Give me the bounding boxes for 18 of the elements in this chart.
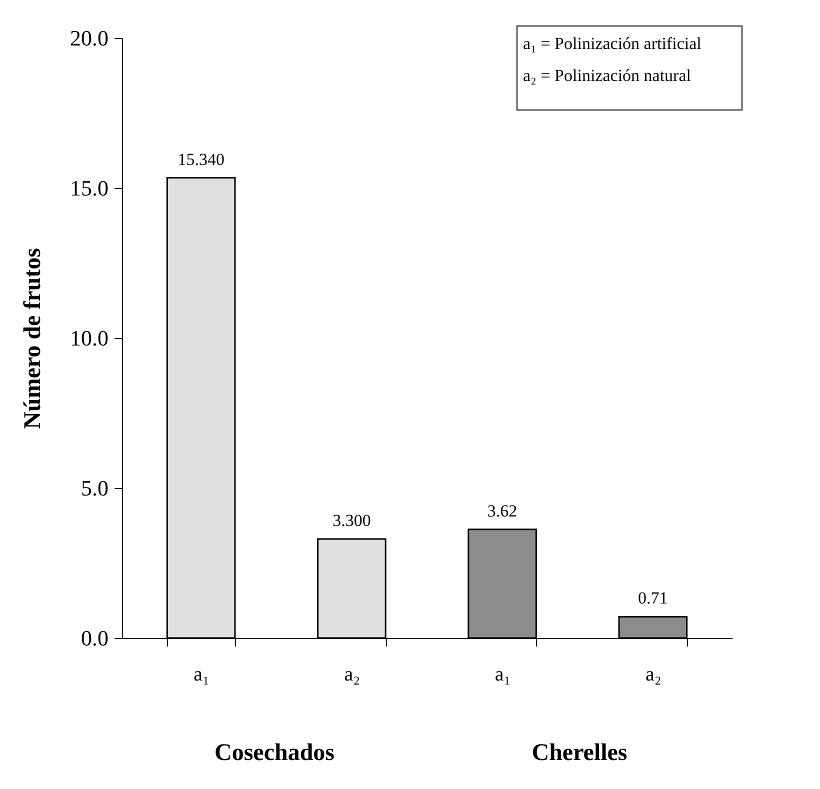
text: Cosechados [214, 740, 335, 766]
y-tick-label: 5.0 [81, 476, 108, 500]
data-label: 0.71 [638, 588, 668, 608]
data-label: 3.300 [332, 511, 371, 530]
annotation: a₂ = Polinización natural [523, 66, 692, 85]
x-tick-label: a₂ [645, 664, 662, 686]
data-label: 15.340 [178, 150, 224, 169]
data-label: 3.62 [487, 501, 518, 520]
x-tick-label: a₁ [494, 664, 511, 686]
y-tick-label: 15.0 [70, 176, 108, 200]
annotation: a₁ = Polinización artificial [523, 34, 702, 53]
y-tick-label: 0.0 [81, 626, 108, 650]
x-tick-label: a₂ [344, 664, 360, 686]
x-tick-label: a₁ [194, 664, 210, 686]
text: Cherelles [532, 740, 628, 766]
y-tick-label: 10.0 [70, 326, 108, 350]
y-tick-label: 20.0 [70, 26, 108, 50]
y-axis-title: Número de frutos [20, 248, 46, 429]
